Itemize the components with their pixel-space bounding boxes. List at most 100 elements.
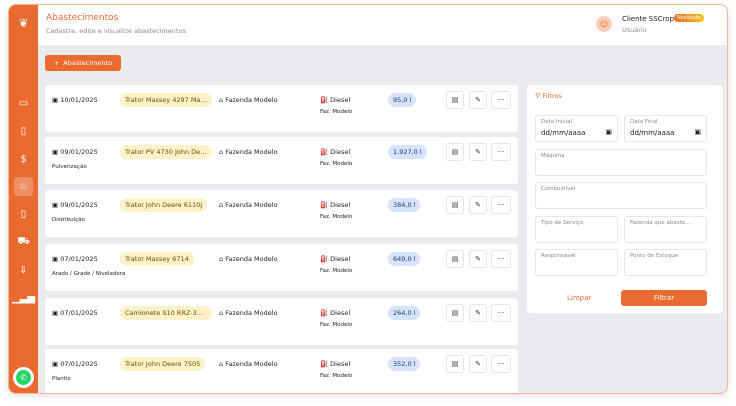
report-button[interactable]: ▤ [446, 355, 464, 373]
start-date-input[interactable]: Data Inicial dd/mm/aaaa ▣ [535, 115, 618, 142]
file-icon: ▤ [451, 255, 459, 263]
stock-point-label: Ponto de Estoque [630, 253, 679, 259]
report-button[interactable]: ▤ [446, 250, 464, 268]
pencil-icon: ✎ [475, 360, 481, 368]
record-card[interactable]: ▣ 10/01/2025 Trator Massey 4297 Mad... ⌂… [45, 85, 518, 132]
date-text: 09/01/2025 [60, 201, 98, 209]
calendar-icon: ▣ [52, 148, 59, 156]
edit-button[interactable]: ✎ [469, 143, 487, 161]
plus-icon: + [53, 59, 60, 67]
end-date-value: dd/mm/aaaa [630, 129, 675, 137]
add-button-label: Abastecimento [63, 59, 113, 67]
logo-plant-icon: ❦ [18, 15, 29, 30]
document-icon[interactable]: ▯ [20, 126, 27, 137]
record-card[interactable]: ▣ 09/01/2025 Distribuição Trator John De… [45, 190, 518, 237]
machine-select[interactable]: Máquina [535, 149, 707, 176]
more-button[interactable]: ··· [491, 355, 511, 373]
user-avatar-icon[interactable]: ☺ [596, 16, 612, 32]
quantity-badge: 95,0 l [388, 93, 417, 107]
download-icon[interactable]: ⇓ [19, 265, 28, 276]
stock-point-select[interactable]: Ponto de Estoque [624, 249, 707, 276]
pencil-icon: ✎ [475, 148, 481, 156]
calendar-icon: ▣ [52, 255, 59, 263]
ellipsis-icon: ··· [497, 360, 505, 368]
ellipsis-icon: ··· [497, 201, 505, 209]
farm-text: Fazenda Modelo [225, 360, 278, 368]
filters-panel: ⛛ Filtros Data Inicial dd/mm/aaaa ▣ Data F… [527, 85, 723, 313]
report-button[interactable]: ▤ [446, 304, 464, 322]
more-button[interactable]: ··· [491, 91, 511, 109]
file-icon: ▤ [451, 360, 459, 368]
edit-button[interactable]: ✎ [469, 250, 487, 268]
record-farm: ⌂ Fazenda Modelo [219, 201, 278, 209]
fuel-pump-icon: ⛽ [320, 148, 329, 156]
edit-button[interactable]: ✎ [469, 355, 487, 373]
filter-button[interactable]: Filtrar [621, 290, 707, 306]
dollar-icon[interactable]: $ [20, 154, 27, 165]
edit-button[interactable]: ✎ [469, 91, 487, 109]
file-icon: ▤ [451, 96, 459, 104]
filters-title-label: Filtros [542, 92, 562, 100]
service-type-select[interactable]: Tipo de Serviço [535, 216, 618, 243]
record-card[interactable]: ▣ 07/01/2025 Plantio Trator John Deere 7… [45, 349, 518, 393]
responsible-select[interactable]: Responsável [535, 249, 618, 276]
more-button[interactable]: ··· [491, 196, 511, 214]
quantity-badge: 264,0 l [388, 306, 421, 320]
fuel-pump-icon: ⛽ [320, 255, 329, 263]
record-fuel: ⛽ Diesel [320, 201, 350, 209]
report-button[interactable]: ▤ [446, 143, 464, 161]
clear-button[interactable]: Limpar [567, 294, 592, 302]
farm-text: Fazenda Modelo [225, 309, 278, 317]
cart-icon[interactable]: ⛟ [17, 236, 30, 247]
fuel-select[interactable]: Combustível [535, 182, 707, 209]
quantity-badge: 649,0 l [388, 252, 421, 266]
calendar-icon[interactable]: ▣ [605, 128, 612, 136]
file-icon: ▤ [451, 201, 459, 209]
quantity-badge: 1.927,0 l [388, 145, 427, 159]
date-text: 07/01/2025 [60, 309, 98, 317]
plant-icon[interactable]: ♨ [14, 177, 33, 196]
more-button[interactable]: ··· [491, 304, 511, 322]
record-card[interactable]: ▣ 07/01/2025 Arado / Grade / Niveladora … [45, 244, 518, 291]
app-window: ❦ ▭ ▯ $ ♨ ▯ ⛟ ⇓ ▁▃▅ ✆ Abastecimentos Cad… [8, 4, 728, 394]
fuel-text: Diesel [330, 309, 351, 317]
user-name[interactable]: Cliente SSCrop [622, 15, 675, 23]
record-date: ▣ 07/01/2025 [52, 309, 98, 317]
record-location: Faz. Modelo [320, 373, 353, 379]
record-farm: ⌂ Fazenda Modelo [219, 255, 278, 263]
machine-badge: Camionete S10 RRZ-3B97 [120, 306, 212, 320]
more-button[interactable]: ··· [491, 143, 511, 161]
sidebar: ❦ ▭ ▯ $ ♨ ▯ ⛟ ⇓ ▁▃▅ ✆ [9, 5, 38, 393]
farm-text: Fazenda Modelo [225, 201, 278, 209]
filters-title: ⛛ Filtros [535, 92, 562, 100]
page-subtitle: Cadastre, edite e visualize abasteciment… [46, 27, 186, 35]
report-button[interactable]: ▤ [446, 91, 464, 109]
record-date: ▣ 09/01/2025 [52, 201, 98, 209]
start-date-value: dd/mm/aaaa [541, 129, 586, 137]
phone-icon[interactable]: ▯ [20, 209, 27, 220]
record-card[interactable]: ▣ 09/01/2025 Pulverização Trator PV 4730… [45, 137, 518, 184]
date-text: 07/01/2025 [60, 255, 98, 263]
new-badge: Novidade [674, 14, 704, 22]
edit-button[interactable]: ✎ [469, 304, 487, 322]
service-type-label: Tipo de Serviço [541, 220, 584, 226]
whatsapp-button[interactable]: ✆ [13, 367, 34, 388]
chart-icon[interactable]: ▁▃▅ [11, 293, 36, 304]
report-button[interactable]: ▤ [446, 196, 464, 214]
end-date-input[interactable]: Data Final dd/mm/aaaa ▣ [624, 115, 707, 142]
fuel-text: Diesel [330, 360, 351, 368]
laptop-icon[interactable]: ▭ [18, 98, 29, 109]
more-button[interactable]: ··· [491, 250, 511, 268]
quantity-badge: 352,0 l [388, 357, 421, 371]
edit-button[interactable]: ✎ [469, 196, 487, 214]
record-service: Arado / Grade / Niveladora [52, 271, 126, 277]
date-text: 10/01/2025 [60, 96, 98, 104]
file-icon: ▤ [451, 309, 459, 317]
farm-select[interactable]: Fazenda que abaste... [624, 216, 707, 243]
record-farm: ⌂ Fazenda Modelo [219, 148, 278, 156]
record-card[interactable]: ▣ 07/01/2025 Camionete S10 RRZ-3B97 ⌂ Fa… [45, 298, 518, 345]
add-abastecimento-button[interactable]: + Abastecimento [45, 55, 121, 71]
pencil-icon: ✎ [475, 309, 481, 317]
calendar-icon[interactable]: ▣ [694, 128, 701, 136]
fuel-pump-icon: ⛽ [320, 309, 329, 317]
